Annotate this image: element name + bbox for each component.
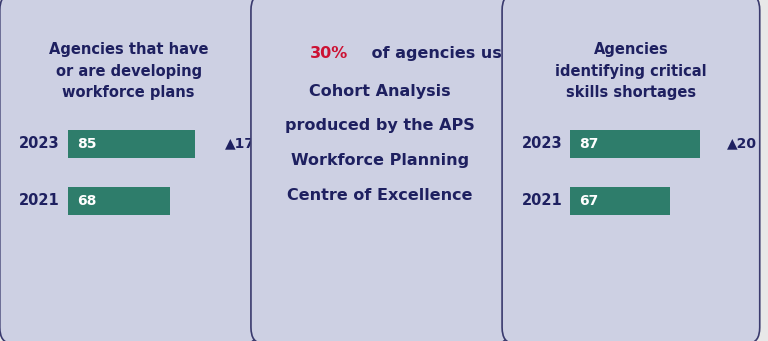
Text: 67: 67 [579,194,598,208]
Text: Agencies that have
or are developing
workforce plans: Agencies that have or are developing wor… [49,42,208,100]
Text: 2021: 2021 [19,193,60,208]
Text: 2023: 2023 [521,136,562,151]
Text: ▲20: ▲20 [727,137,757,151]
Text: ▲17: ▲17 [225,137,255,151]
FancyBboxPatch shape [68,130,195,158]
Text: 2023: 2023 [19,136,60,151]
Text: 68: 68 [77,194,97,208]
FancyBboxPatch shape [0,0,257,341]
Text: produced by the APS: produced by the APS [285,118,475,133]
Text: 2021: 2021 [521,193,562,208]
Text: Cohort Analysis: Cohort Analysis [309,84,451,99]
Text: 85: 85 [77,137,97,151]
Text: of agencies use: of agencies use [366,46,512,61]
Text: Agencies
identifying critical
skills shortages: Agencies identifying critical skills sho… [555,42,707,100]
Text: Centre of Excellence: Centre of Excellence [287,188,472,203]
FancyBboxPatch shape [570,130,700,158]
Text: 87: 87 [579,137,599,151]
FancyBboxPatch shape [68,187,170,215]
FancyBboxPatch shape [502,0,760,341]
FancyBboxPatch shape [251,0,508,341]
Text: Workforce Planning: Workforce Planning [291,153,468,168]
FancyBboxPatch shape [570,187,670,215]
Text: 30%: 30% [310,46,348,61]
